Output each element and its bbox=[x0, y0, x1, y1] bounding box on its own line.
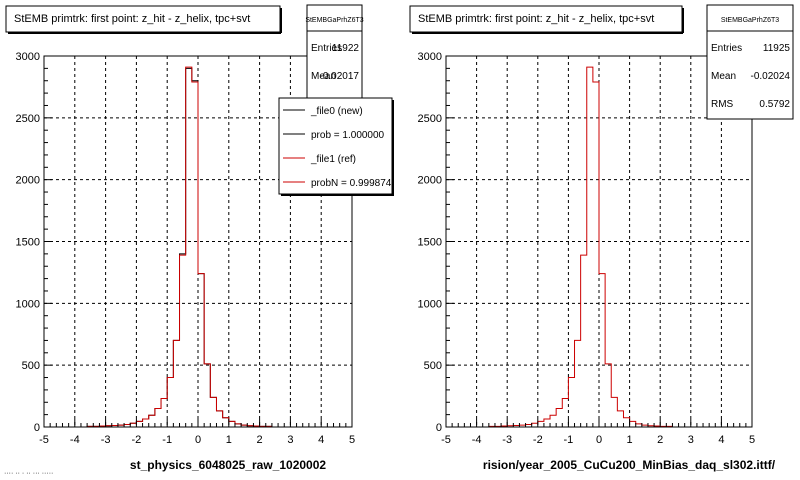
x-tick-label: -4 bbox=[70, 434, 80, 446]
stats-box bbox=[706, 4, 794, 120]
x-tick-label: 1 bbox=[627, 434, 633, 446]
x-tick-label: 0 bbox=[596, 434, 602, 446]
stats-name: StEMBGaPrhZ6T3 bbox=[721, 17, 779, 24]
x-tick-label: 4 bbox=[318, 434, 324, 446]
x-tick-label: -4 bbox=[472, 434, 482, 446]
legend-label: probN = 0.999874 bbox=[311, 178, 392, 189]
stats-value: 11922 bbox=[332, 43, 360, 54]
footer-text: ···· ·· · ·· ··· ····· bbox=[4, 470, 53, 477]
x-tick-label: 1 bbox=[226, 434, 232, 446]
stats-box bbox=[306, 4, 363, 101]
x-axis-label: st_physics_6048025_raw_1020002 bbox=[130, 458, 326, 472]
stats-label: Entries bbox=[711, 43, 742, 54]
x-tick-label: 2 bbox=[657, 434, 663, 446]
y-tick-label: 500 bbox=[22, 360, 40, 372]
x-tick-label: 4 bbox=[718, 434, 724, 446]
y-tick-label: 2000 bbox=[418, 175, 442, 187]
legend-label: _file1 (ref) bbox=[310, 154, 356, 165]
x-tick-label: 2 bbox=[257, 434, 263, 446]
stats-name: StEMBGaPrhZ6T3 bbox=[305, 17, 363, 24]
x-tick-label: 5 bbox=[349, 434, 355, 446]
x-axis-label: rision/year_2005_CuCu200_MinBias_daq_sl3… bbox=[483, 458, 776, 472]
title-box bbox=[409, 5, 683, 33]
x-tick-label: 5 bbox=[749, 434, 755, 446]
stats-label: Entries bbox=[311, 43, 342, 54]
x-tick-label: -2 bbox=[132, 434, 142, 446]
chart-panel: -5 -4 -3 -2 -1 0 1 2 3 4 5 0 500 1000 1500 2000 2500 3000… bbox=[409, 4, 794, 472]
x-tick-label: 3 bbox=[287, 434, 293, 446]
chart-title: StEMB primtrk: first point: z_hit - z_he… bbox=[14, 13, 250, 25]
y-tick-label: 0 bbox=[34, 422, 40, 434]
x-tick-label: 0 bbox=[195, 434, 201, 446]
y-tick-label: 2000 bbox=[16, 175, 40, 187]
x-tick-label: -2 bbox=[533, 434, 543, 446]
x-tick-label: -3 bbox=[502, 434, 512, 446]
y-tick-label: 0 bbox=[436, 422, 442, 434]
y-tick-label: 1500 bbox=[418, 237, 442, 249]
y-tick-label: 1000 bbox=[418, 298, 442, 310]
stats-value: -0.02017 bbox=[320, 71, 360, 82]
y-tick-label: 2500 bbox=[418, 113, 442, 125]
chart-title: StEMB primtrk: first point: z_hit - z_he… bbox=[418, 13, 654, 25]
stats-label: RMS bbox=[711, 99, 734, 110]
y-tick-label: 2500 bbox=[16, 113, 40, 125]
x-tick-label: 3 bbox=[688, 434, 694, 446]
x-tick-label: -1 bbox=[564, 434, 574, 446]
x-tick-label: -1 bbox=[162, 434, 172, 446]
x-tick-label: -3 bbox=[101, 434, 111, 446]
y-tick-label: 1000 bbox=[16, 298, 40, 310]
x-tick-label: -5 bbox=[441, 434, 451, 446]
stats-label: Mean bbox=[311, 71, 336, 82]
stats-label: Mean bbox=[711, 71, 736, 82]
stats-value: 0.5792 bbox=[759, 99, 790, 110]
y-tick-label: 1500 bbox=[16, 237, 40, 249]
stats-value: -0.02024 bbox=[751, 71, 791, 82]
x-tick-label: -5 bbox=[39, 434, 49, 446]
y-tick-label: 500 bbox=[424, 360, 442, 372]
y-tick-label: 3000 bbox=[16, 51, 40, 63]
y-tick-label: 3000 bbox=[418, 51, 442, 63]
legend-label: _file0 (new) bbox=[310, 106, 363, 117]
legend-label: prob = 1.000000 bbox=[311, 130, 385, 141]
chart-panel: -5 -4 -3 -2 -1 0 1 2 3 4 5 0 500 1000 1500 2000 2500 3000… bbox=[5, 4, 394, 472]
stats-value: 11925 bbox=[763, 43, 791, 54]
legend-box bbox=[278, 97, 393, 195]
